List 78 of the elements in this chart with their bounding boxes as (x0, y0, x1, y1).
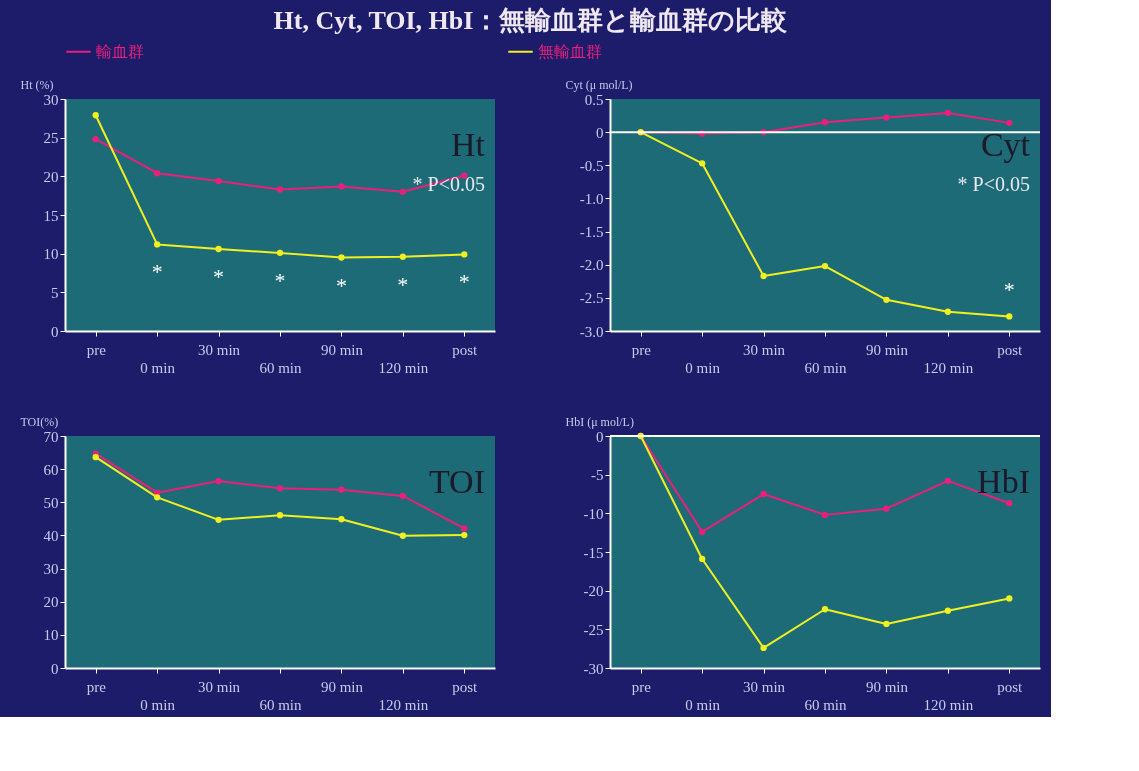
y-tick-label: -10 (583, 505, 604, 522)
y-tick-label: 50 (43, 494, 59, 511)
annotation: Ht (451, 126, 486, 163)
y-tick-label: 40 (43, 527, 59, 544)
x-tick-label: 120 min (378, 696, 429, 713)
annotation: TOI (428, 463, 485, 500)
annotation: * P<0.05 (412, 173, 485, 195)
y-tick-label: 10 (43, 627, 59, 644)
x-tick-label: 90 min (865, 341, 909, 358)
x-tick-label: post (452, 341, 479, 358)
x-tick-label: 90 min (320, 341, 364, 358)
x-tick-label: 90 min (865, 678, 909, 695)
x-tick-label: pre (86, 678, 107, 695)
y-tick-label: 0 (596, 124, 604, 141)
x-tick-label: 60 min (259, 359, 303, 376)
x-tick-label: 0 min (685, 696, 721, 713)
y-tick-label: 25 (43, 130, 59, 147)
y-tick-label: -2.0 (579, 257, 604, 274)
x-tick-label: 120 min (923, 696, 974, 713)
legend-label: 無輸血群 (538, 42, 602, 60)
y-tick-label: 15 (43, 207, 59, 224)
annotation: Cyt (980, 126, 1031, 163)
y-axis-title: TOI(%) (20, 414, 59, 429)
y-tick-label: 0 (596, 428, 604, 445)
y-tick-label: -1.0 (579, 190, 604, 207)
x-tick-label: post (997, 678, 1024, 695)
annotation: * (274, 267, 286, 293)
y-tick-label: 30 (43, 561, 59, 578)
x-tick-label: pre (631, 341, 652, 358)
y-tick-label: 20 (43, 594, 59, 611)
y-tick-label: -20 (583, 583, 604, 600)
x-tick-label: 120 min (378, 359, 429, 376)
y-tick-label: 0 (51, 323, 59, 340)
y-tick-label: 70 (43, 428, 59, 445)
y-tick-label: -25 (583, 621, 604, 638)
annotation: * (397, 271, 409, 297)
x-tick-label: 0 min (685, 359, 721, 376)
x-tick-label: 60 min (804, 696, 848, 713)
y-tick-label: 0 (51, 660, 59, 677)
annotation: HbI (977, 463, 1030, 500)
chart-title: Ht, Cyt, TOI, HbI：無輸血群と輸血群の比較 (273, 6, 789, 35)
y-tick-label: -2.5 (579, 290, 604, 307)
x-tick-label: 30 min (198, 341, 241, 358)
y-tick-label: 0.5 (584, 91, 604, 108)
annotation: * (213, 264, 225, 290)
x-tick-label: 30 min (743, 678, 786, 695)
x-tick-label: 60 min (259, 696, 303, 713)
annotation: * P<0.05 (957, 173, 1030, 195)
y-tick-label: 10 (43, 246, 59, 263)
y-tick-label: -15 (583, 544, 604, 561)
x-tick-label: pre (86, 341, 107, 358)
x-tick-label: 0 min (140, 359, 176, 376)
y-tick-label: 30 (43, 91, 59, 108)
legend-label: 輸血群 (96, 42, 144, 60)
y-tick-label: -30 (583, 660, 604, 677)
y-axis-title: Ht (%) (20, 77, 54, 92)
y-tick-label: 20 (43, 168, 59, 185)
annotation: * (458, 269, 470, 295)
y-tick-label: 5 (51, 284, 59, 301)
y-tick-label: -3.0 (579, 323, 604, 340)
x-tick-label: pre (631, 678, 652, 695)
y-tick-label: -0.5 (579, 157, 604, 174)
x-tick-label: 0 min (140, 696, 176, 713)
y-axis-title: HbI (μ mol/L) (565, 414, 634, 429)
y-tick-label: 60 (43, 461, 59, 478)
x-tick-label: post (997, 341, 1024, 358)
y-tick-label: -1.5 (579, 224, 604, 241)
y-tick-label: -5 (591, 467, 604, 484)
annotation: * (1003, 277, 1015, 303)
y-axis-title: Cyt (μ mol/L) (565, 77, 633, 92)
x-tick-label: 120 min (923, 359, 974, 376)
x-tick-label: 90 min (320, 678, 364, 695)
annotation: * (151, 259, 163, 285)
annotation: * (335, 272, 347, 298)
x-tick-label: post (452, 678, 479, 695)
x-tick-label: 30 min (198, 678, 241, 695)
x-tick-label: 60 min (804, 359, 848, 376)
x-tick-label: 30 min (743, 341, 786, 358)
